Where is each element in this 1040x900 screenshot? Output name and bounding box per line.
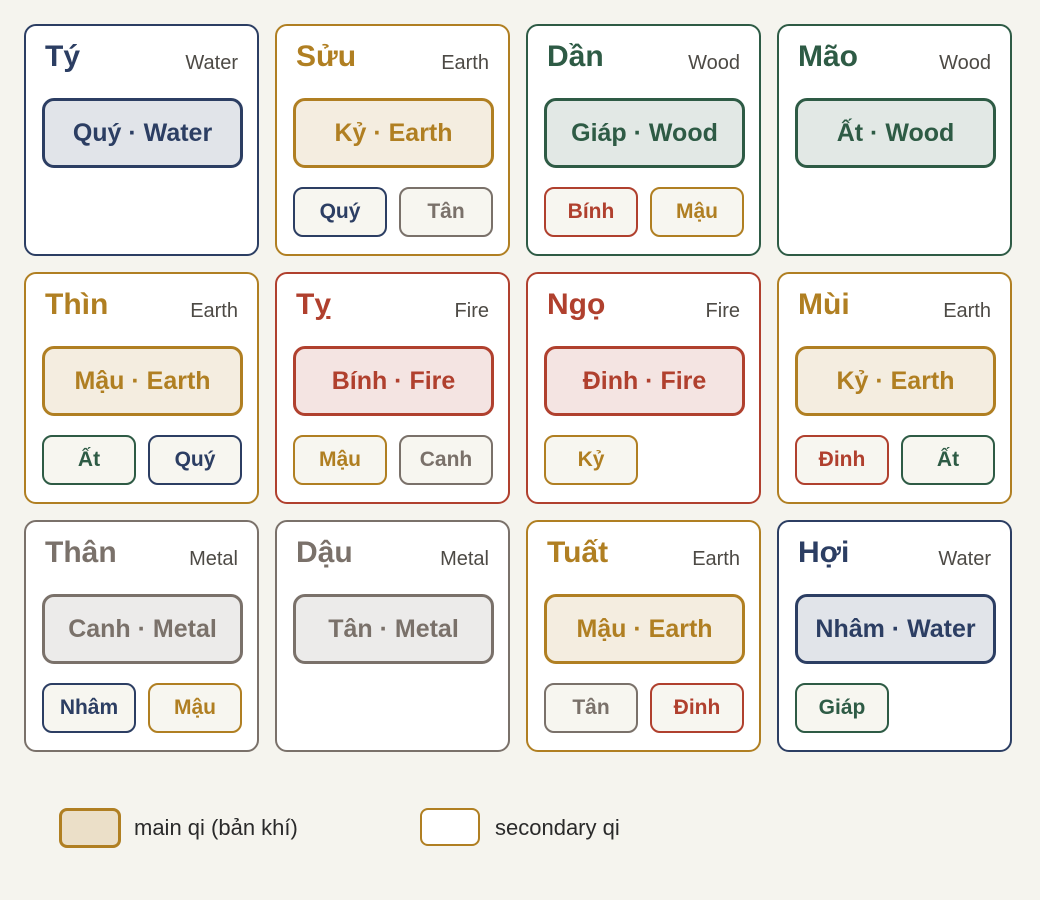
main-qi: Kỷ · Earth	[293, 98, 494, 168]
branch-name: Tỵ	[296, 288, 332, 321]
branch-element: Metal	[189, 548, 238, 570]
branch-card: Mão Wood Ất · Wood	[777, 24, 1012, 256]
branch-card: Tý Water Quý · Water	[24, 24, 259, 256]
branch-card: Dậu Metal Tân · Metal	[275, 520, 510, 752]
main-qi: Ất · Wood	[795, 98, 996, 168]
main-qi: Quý · Water	[42, 98, 243, 168]
secondary-qi: Quý	[293, 187, 387, 237]
branch-name: Mùi	[798, 288, 850, 321]
secondary-qi: Ất	[42, 435, 136, 485]
secondary-qi: Bính	[544, 187, 638, 237]
legend-swatch	[59, 808, 121, 848]
branch-element: Water	[938, 548, 991, 570]
secondary-qi: Mậu	[650, 187, 744, 237]
legend-label: main qi (bản khí)	[134, 815, 298, 840]
branch-card: Thân Metal Canh · Metal Nhâm Mậu	[24, 520, 259, 752]
secondary-qi: Ất	[901, 435, 995, 485]
branch-card: Hợi Water Nhâm · Water Giáp	[777, 520, 1012, 752]
branch-name: Dần	[547, 40, 604, 73]
branch-element: Earth	[441, 52, 489, 74]
branch-name: Dậu	[296, 536, 353, 569]
secondary-qi: Mậu	[293, 435, 387, 485]
secondary-qi: Kỷ	[544, 435, 638, 485]
secondary-qi: Canh	[399, 435, 493, 485]
branch-element: Fire	[454, 300, 489, 322]
branch-name: Hợi	[798, 536, 850, 569]
branch-name: Tý	[45, 40, 81, 73]
branch-card: Dần Wood Giáp · Wood Bính Mậu	[526, 24, 761, 256]
branch-element: Earth	[190, 300, 238, 322]
legend-label: secondary qi	[495, 815, 620, 840]
main-qi: Bính · Fire	[293, 346, 494, 416]
legend-swatch	[420, 808, 480, 846]
branch-element: Earth	[692, 548, 740, 570]
main-qi: Nhâm · Water	[795, 594, 996, 664]
main-qi: Mậu · Earth	[544, 594, 745, 664]
main-qi: Tân · Metal	[293, 594, 494, 664]
secondary-qi: Giáp	[795, 683, 889, 733]
branch-card: Tuất Earth Mậu · Earth Tân Đinh	[526, 520, 761, 752]
branch-card: Tỵ Fire Bính · Fire Mậu Canh	[275, 272, 510, 504]
branch-element: Earth	[943, 300, 991, 322]
secondary-qi: Tân	[399, 187, 493, 237]
main-qi: Giáp · Wood	[544, 98, 745, 168]
branch-element: Wood	[688, 52, 740, 74]
main-qi: Đinh · Fire	[544, 346, 745, 416]
branch-card: Thìn Earth Mậu · Earth Ất Quý	[24, 272, 259, 504]
branch-element: Fire	[705, 300, 740, 322]
branch-name: Ngọ	[547, 288, 606, 321]
branch-name: Sửu	[296, 40, 357, 73]
secondary-qi: Đinh	[795, 435, 889, 485]
branch-element: Water	[185, 52, 238, 74]
branch-element: Metal	[440, 548, 489, 570]
main-qi: Mậu · Earth	[42, 346, 243, 416]
branch-name: Tuất	[547, 536, 609, 569]
branch-card: Mùi Earth Kỷ · Earth Đinh Ất	[777, 272, 1012, 504]
secondary-qi: Mậu	[148, 683, 242, 733]
branch-card: Ngọ Fire Đinh · Fire Kỷ	[526, 272, 761, 504]
branch-name: Thìn	[45, 288, 109, 321]
branch-element: Wood	[939, 52, 991, 74]
secondary-qi: Tân	[544, 683, 638, 733]
secondary-qi: Quý	[148, 435, 242, 485]
secondary-qi: Nhâm	[42, 683, 136, 733]
branch-name: Mão	[798, 40, 858, 73]
main-qi: Canh · Metal	[42, 594, 243, 664]
branch-name: Thân	[45, 536, 117, 569]
main-qi: Kỷ · Earth	[795, 346, 996, 416]
secondary-qi: Đinh	[650, 683, 744, 733]
branch-card: Sửu Earth Kỷ · Earth Quý Tân	[275, 24, 510, 256]
